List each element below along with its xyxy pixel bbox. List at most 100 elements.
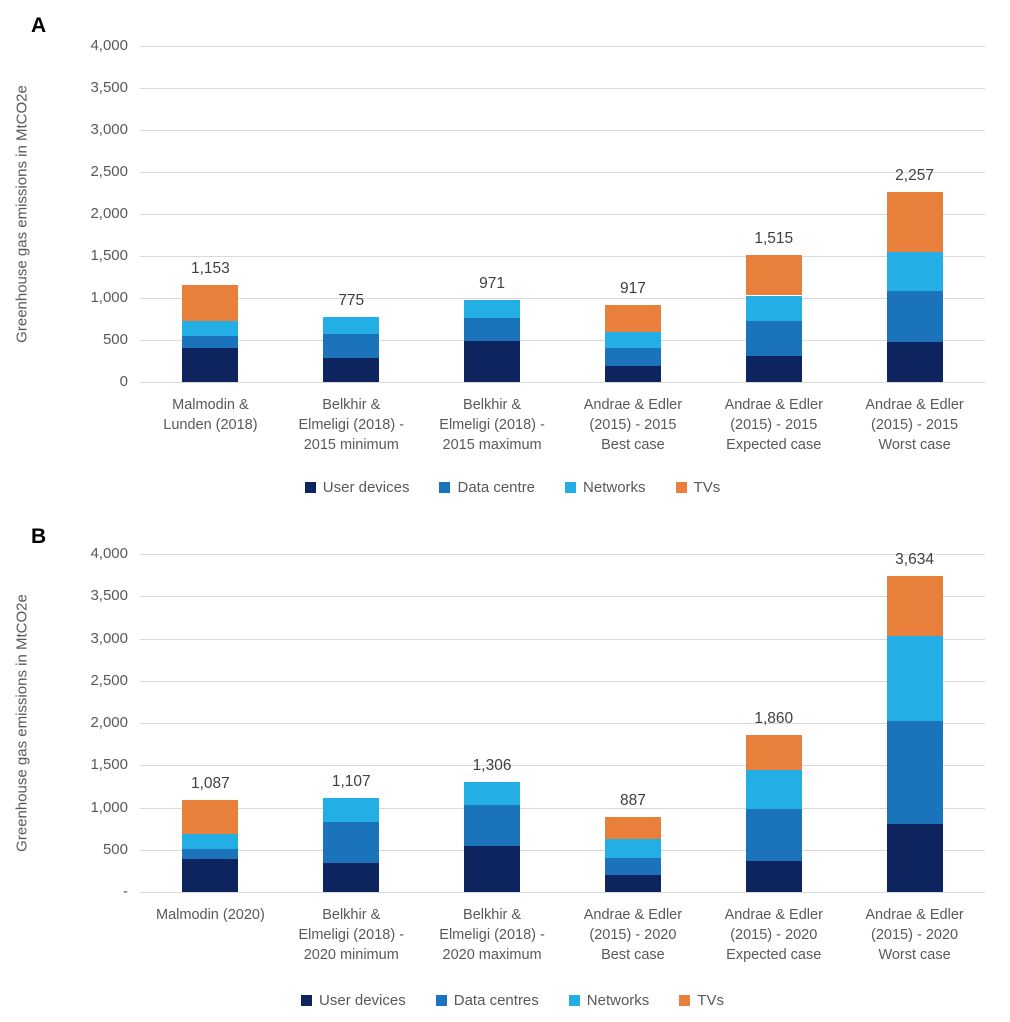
gridline (140, 638, 985, 640)
gridline (140, 130, 985, 131)
category-label: Andrae & Edler (2015) - 2020 Expected ca… (724, 907, 823, 963)
legend-label: User devices (322, 479, 410, 496)
legend-swatch-icon (568, 995, 580, 1006)
legend-swatch-icon (439, 482, 451, 493)
y-tick-label: 0 (119, 373, 128, 390)
gridline (140, 256, 985, 257)
bar-segment-tvs (886, 575, 943, 636)
legend-swatch-icon (565, 482, 577, 493)
bar-total-label: 775 (338, 291, 365, 309)
y-tick-label: 4,000 (90, 37, 128, 54)
bar-segment-data-centres (182, 848, 239, 860)
legend-label: Data centres (453, 992, 539, 1009)
bar-segment-networks (604, 839, 661, 858)
y-tick-label: 3,500 (90, 79, 128, 96)
category-label: Belkhir & Elmeligi (2018) - 2020 minimum (298, 907, 405, 963)
panel-label-b: B (31, 525, 47, 548)
bar-segment-user-devices (464, 846, 521, 892)
legend-swatch-icon (301, 995, 313, 1006)
bar-segment-user-devices (323, 358, 380, 382)
bar-segment-user-devices (182, 859, 239, 892)
y-tick-label: 2,500 (90, 671, 128, 689)
bar-total-label: 2,257 (895, 167, 934, 185)
bar-segment-networks (182, 833, 239, 849)
bar-total-label: 3,634 (895, 550, 934, 568)
legend-label: Networks (586, 992, 650, 1009)
panel-label-a: A (31, 14, 47, 37)
y-tick-label: 3,000 (90, 629, 128, 647)
gridline (140, 214, 985, 215)
bar-segment-tvs (604, 817, 661, 840)
gridline (140, 340, 985, 341)
y-tick-label: 3,000 (90, 121, 128, 138)
bar-total-label: 1,087 (191, 775, 230, 793)
category-label: Andrae & Edler (2015) - 2020 Best case (583, 907, 683, 963)
legend-item-tvs: TVs (679, 992, 724, 1009)
legend-swatch-icon (675, 482, 687, 493)
bar-segment-data-centres (464, 805, 521, 847)
category-label: Belkhir & Elmeligi (2018) - 2020 maximum (439, 907, 545, 963)
gridline (140, 88, 985, 89)
y-tick-label: 1,000 (90, 798, 128, 816)
plot-area-a: 1,153 775 971 917 1,515 2,257 (140, 46, 985, 383)
y-tick-label: 1,500 (90, 756, 128, 774)
bar-segment-networks (323, 316, 380, 334)
legend-item-networks: Networks (568, 992, 650, 1009)
bar-segment-tvs (182, 285, 239, 322)
legend-swatch-icon (435, 995, 447, 1006)
category-label: Andrae & Edler (2015) - 2015 Best case (583, 397, 683, 453)
bar-segment-networks (182, 321, 239, 337)
bar-total-label: 887 (619, 792, 646, 810)
plot-area-b: 1,087 1,107 1,306 887 1,860 3,634 (140, 550, 985, 893)
bar-segment-networks (604, 331, 661, 349)
bar-segment-user-devices (745, 356, 802, 382)
category-label: Malmodin (2020) (156, 907, 265, 923)
legend-item-tvs: TVs (675, 479, 721, 496)
legend-label: TVs (697, 992, 724, 1009)
bar-segment-tvs (886, 192, 943, 252)
bar-segment-user-devices (323, 862, 380, 892)
gridline (140, 892, 985, 893)
bar-segment-user-devices (745, 861, 802, 892)
bar-total-label: 1,153 (191, 260, 230, 278)
legend-item-data-centres: Data centres (435, 992, 539, 1009)
legend-item-networks: Networks (565, 479, 646, 496)
bar-segment-user-devices (182, 348, 239, 382)
bar-total-label: 1,860 (754, 709, 794, 727)
bar-total-label: 1,306 (472, 756, 512, 774)
category-label: Belkhir & Elmeligi (2018) - 2015 minimum (298, 397, 405, 453)
bar-segment-data-centre (886, 290, 943, 342)
bar-segment-networks (886, 635, 943, 722)
gridline (140, 382, 985, 383)
y-tick-label: - (123, 883, 128, 900)
y-tick-label: 2,000 (90, 714, 128, 731)
bar-segment-data-centre (604, 348, 661, 367)
y-tick-label: 2,000 (90, 205, 128, 222)
legend-label: Data centre (457, 479, 536, 496)
y-tick-label: 500 (102, 331, 128, 348)
bar-segment-tvs (182, 800, 239, 834)
gridline (140, 596, 985, 598)
bar-segment-data-centres (604, 857, 661, 875)
gridline (140, 765, 985, 767)
bar-segment-user-devices (464, 340, 521, 382)
bar-segment-tvs (604, 304, 661, 332)
category-label: Andrae & Edler (2015) - 2015 Worst case (865, 397, 964, 453)
bar-segment-data-centres (323, 821, 380, 863)
bar-segment-networks (886, 251, 943, 291)
legend-item-data-centre: Data centre (439, 479, 535, 496)
legend-swatch-icon (679, 995, 691, 1006)
bar-segment-networks (464, 781, 521, 806)
chart-panel-a: A Greenhouse gas emissions in MtCO2e 1,1… (14, 14, 985, 496)
bar-segment-data-centre (464, 318, 521, 341)
bar-segment-networks (323, 798, 380, 822)
y-tick-label: 500 (102, 840, 128, 858)
chart-panel-b: B Greenhouse gas emissions in MtCO2e 1,0… (0, 511, 1010, 1022)
category-label: Malmodin & Lunden (2018) (163, 397, 258, 433)
gridline (140, 849, 985, 851)
y-tick-label: 1,500 (90, 247, 128, 264)
bar-total-label: 971 (479, 275, 506, 293)
bar-segment-user-devices (604, 874, 661, 892)
legend-label: TVs (693, 479, 721, 496)
